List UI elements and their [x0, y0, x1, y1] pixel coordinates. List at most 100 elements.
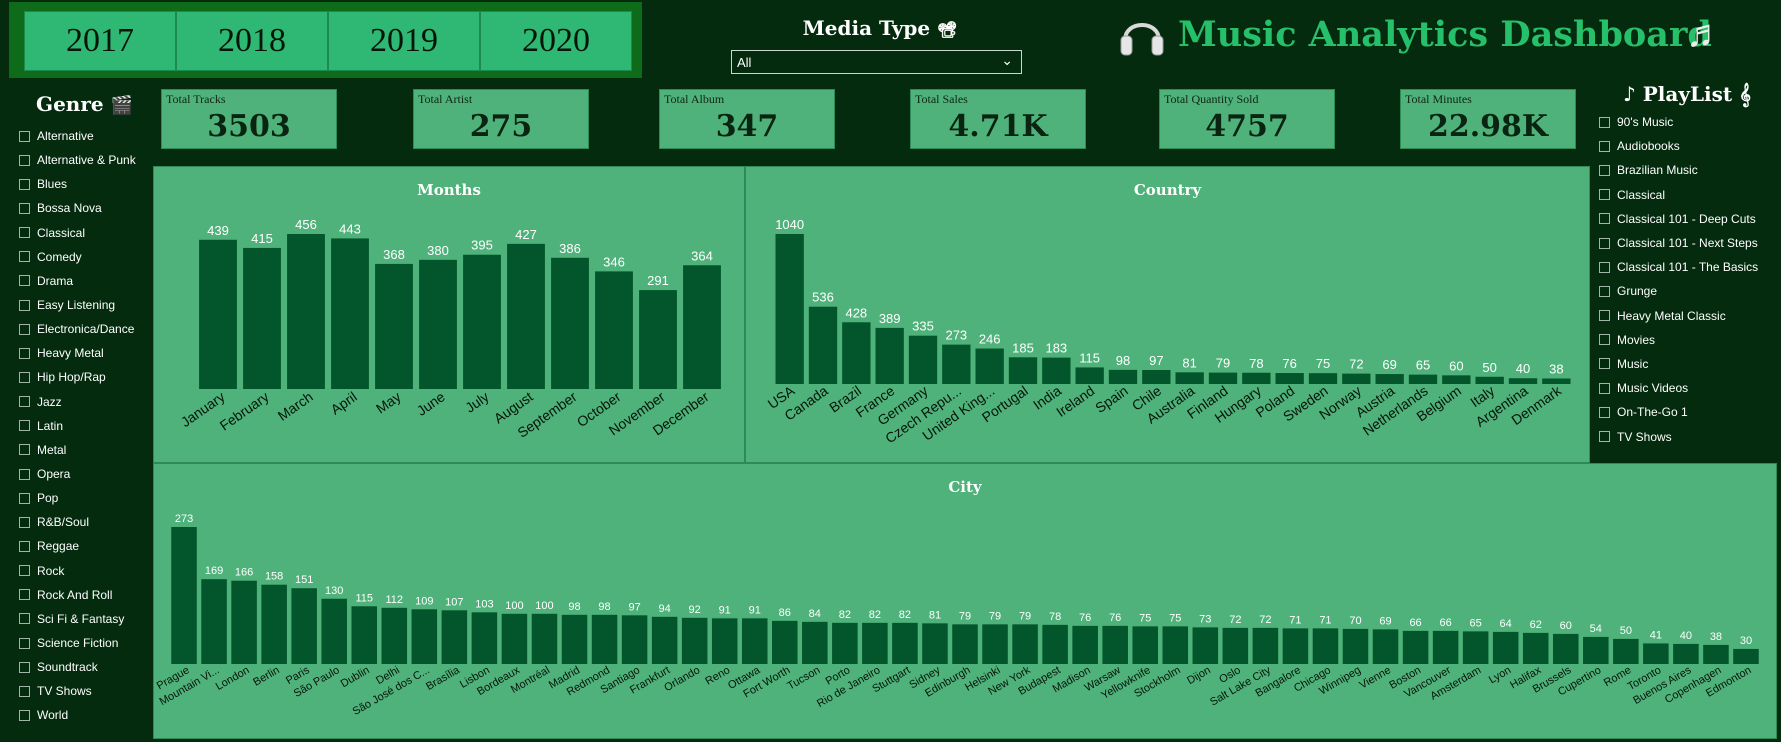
bar[interactable] [1462, 631, 1489, 664]
bar[interactable] [775, 234, 804, 384]
bar[interactable] [1375, 374, 1404, 384]
media-type-dropdown[interactable]: All ⌄ [731, 50, 1022, 74]
bar[interactable] [171, 527, 197, 664]
genre-item[interactable]: Rock [19, 559, 154, 583]
checkbox[interactable] [19, 468, 30, 480]
checkbox[interactable] [19, 323, 30, 335]
bar[interactable] [1075, 367, 1104, 384]
playlist-item[interactable]: 90's Music [1599, 110, 1779, 134]
checkbox[interactable] [19, 299, 30, 311]
checkbox[interactable] [1599, 406, 1610, 418]
genre-item[interactable]: Rock And Roll [19, 583, 154, 607]
checkbox[interactable] [19, 637, 30, 649]
genre-item[interactable]: Metal [19, 438, 154, 462]
genre-item[interactable]: Alternative [19, 124, 154, 148]
genre-item[interactable]: R&B/Soul [19, 510, 154, 534]
playlist-item[interactable]: Classical 101 - Next Steps [1599, 231, 1779, 255]
playlist-item[interactable]: Audiobooks [1599, 134, 1779, 158]
checkbox[interactable] [1599, 189, 1610, 201]
bar[interactable] [1042, 357, 1071, 384]
genre-item[interactable]: Heavy Metal [19, 341, 154, 365]
bar[interactable] [551, 257, 589, 389]
playlist-item[interactable]: Heavy Metal Classic [1599, 304, 1779, 328]
bar[interactable] [463, 254, 501, 389]
bar[interactable] [231, 580, 257, 664]
bar[interactable] [639, 290, 677, 389]
checkbox[interactable] [1599, 116, 1610, 128]
checkbox[interactable] [19, 661, 30, 673]
bar[interactable] [261, 584, 287, 664]
bar[interactable] [1192, 627, 1219, 664]
bar[interactable] [1282, 628, 1309, 664]
bar[interactable] [595, 271, 633, 389]
bar[interactable] [1308, 373, 1338, 384]
genre-item[interactable]: Electronica/Dance [19, 317, 154, 341]
bar[interactable] [243, 247, 281, 389]
genre-item[interactable]: Blues [19, 172, 154, 196]
bar[interactable] [1042, 624, 1068, 664]
playlist-item[interactable]: Movies [1599, 328, 1779, 352]
bar[interactable] [952, 624, 978, 664]
bar[interactable] [741, 618, 768, 664]
bar[interactable] [772, 620, 798, 664]
bar[interactable] [441, 610, 468, 664]
playlist-item[interactable]: Classical [1599, 183, 1779, 207]
bar[interactable] [1442, 375, 1471, 384]
bar[interactable] [1703, 644, 1729, 664]
checkbox[interactable] [1599, 237, 1610, 249]
bar[interactable] [1242, 372, 1271, 384]
bar[interactable] [1108, 369, 1138, 384]
bar[interactable] [808, 306, 838, 384]
checkbox[interactable] [19, 613, 30, 625]
bar[interactable] [1252, 627, 1279, 664]
bar[interactable] [1222, 627, 1249, 664]
bar[interactable] [1432, 630, 1459, 664]
bar[interactable] [1522, 632, 1549, 664]
bar[interactable] [419, 259, 457, 389]
bar[interactable] [681, 617, 708, 664]
bar[interactable] [1552, 633, 1579, 664]
bar[interactable] [875, 327, 904, 384]
genre-item[interactable]: Science Fiction [19, 631, 154, 655]
genre-item[interactable]: Hip Hop/Rap [19, 365, 154, 389]
checkbox[interactable] [19, 565, 30, 577]
bar[interactable] [1008, 357, 1038, 384]
checkbox[interactable] [19, 444, 30, 456]
bar[interactable] [381, 607, 408, 664]
bar[interactable] [892, 622, 918, 664]
checkbox[interactable] [1599, 382, 1610, 394]
bar[interactable] [507, 243, 545, 389]
bar[interactable] [802, 621, 828, 664]
bar[interactable] [411, 609, 438, 664]
checkbox[interactable] [1599, 285, 1610, 297]
genre-item[interactable]: World [19, 703, 154, 727]
bar[interactable] [291, 588, 317, 664]
bar[interactable] [862, 622, 888, 664]
bar[interactable] [1342, 373, 1371, 384]
bar[interactable] [1508, 378, 1538, 384]
playlist-item[interactable]: Music [1599, 352, 1779, 376]
bar[interactable] [1012, 624, 1038, 664]
genre-item[interactable]: Sci Fi & Fantasy [19, 607, 154, 631]
bar[interactable] [982, 624, 1008, 664]
bar[interactable] [711, 618, 738, 664]
bar[interactable] [287, 234, 325, 389]
bar[interactable] [942, 344, 971, 384]
checkbox[interactable] [19, 589, 30, 601]
genre-item[interactable]: Opera [19, 462, 154, 486]
checkbox[interactable] [19, 251, 30, 263]
playlist-item[interactable]: TV Shows [1599, 424, 1779, 448]
checkbox[interactable] [19, 227, 30, 239]
bar[interactable] [531, 613, 558, 664]
genre-item[interactable]: Comedy [19, 245, 154, 269]
checkbox[interactable] [19, 540, 30, 552]
bar[interactable] [1475, 376, 1504, 384]
bar[interactable] [1342, 628, 1369, 664]
bar[interactable] [1402, 630, 1429, 664]
bar[interactable] [832, 622, 858, 664]
checkbox[interactable] [1599, 261, 1610, 273]
checkbox[interactable] [19, 371, 30, 383]
bar[interactable] [1733, 648, 1759, 664]
genre-item[interactable]: Jazz [19, 390, 154, 414]
bar[interactable] [1102, 625, 1128, 664]
